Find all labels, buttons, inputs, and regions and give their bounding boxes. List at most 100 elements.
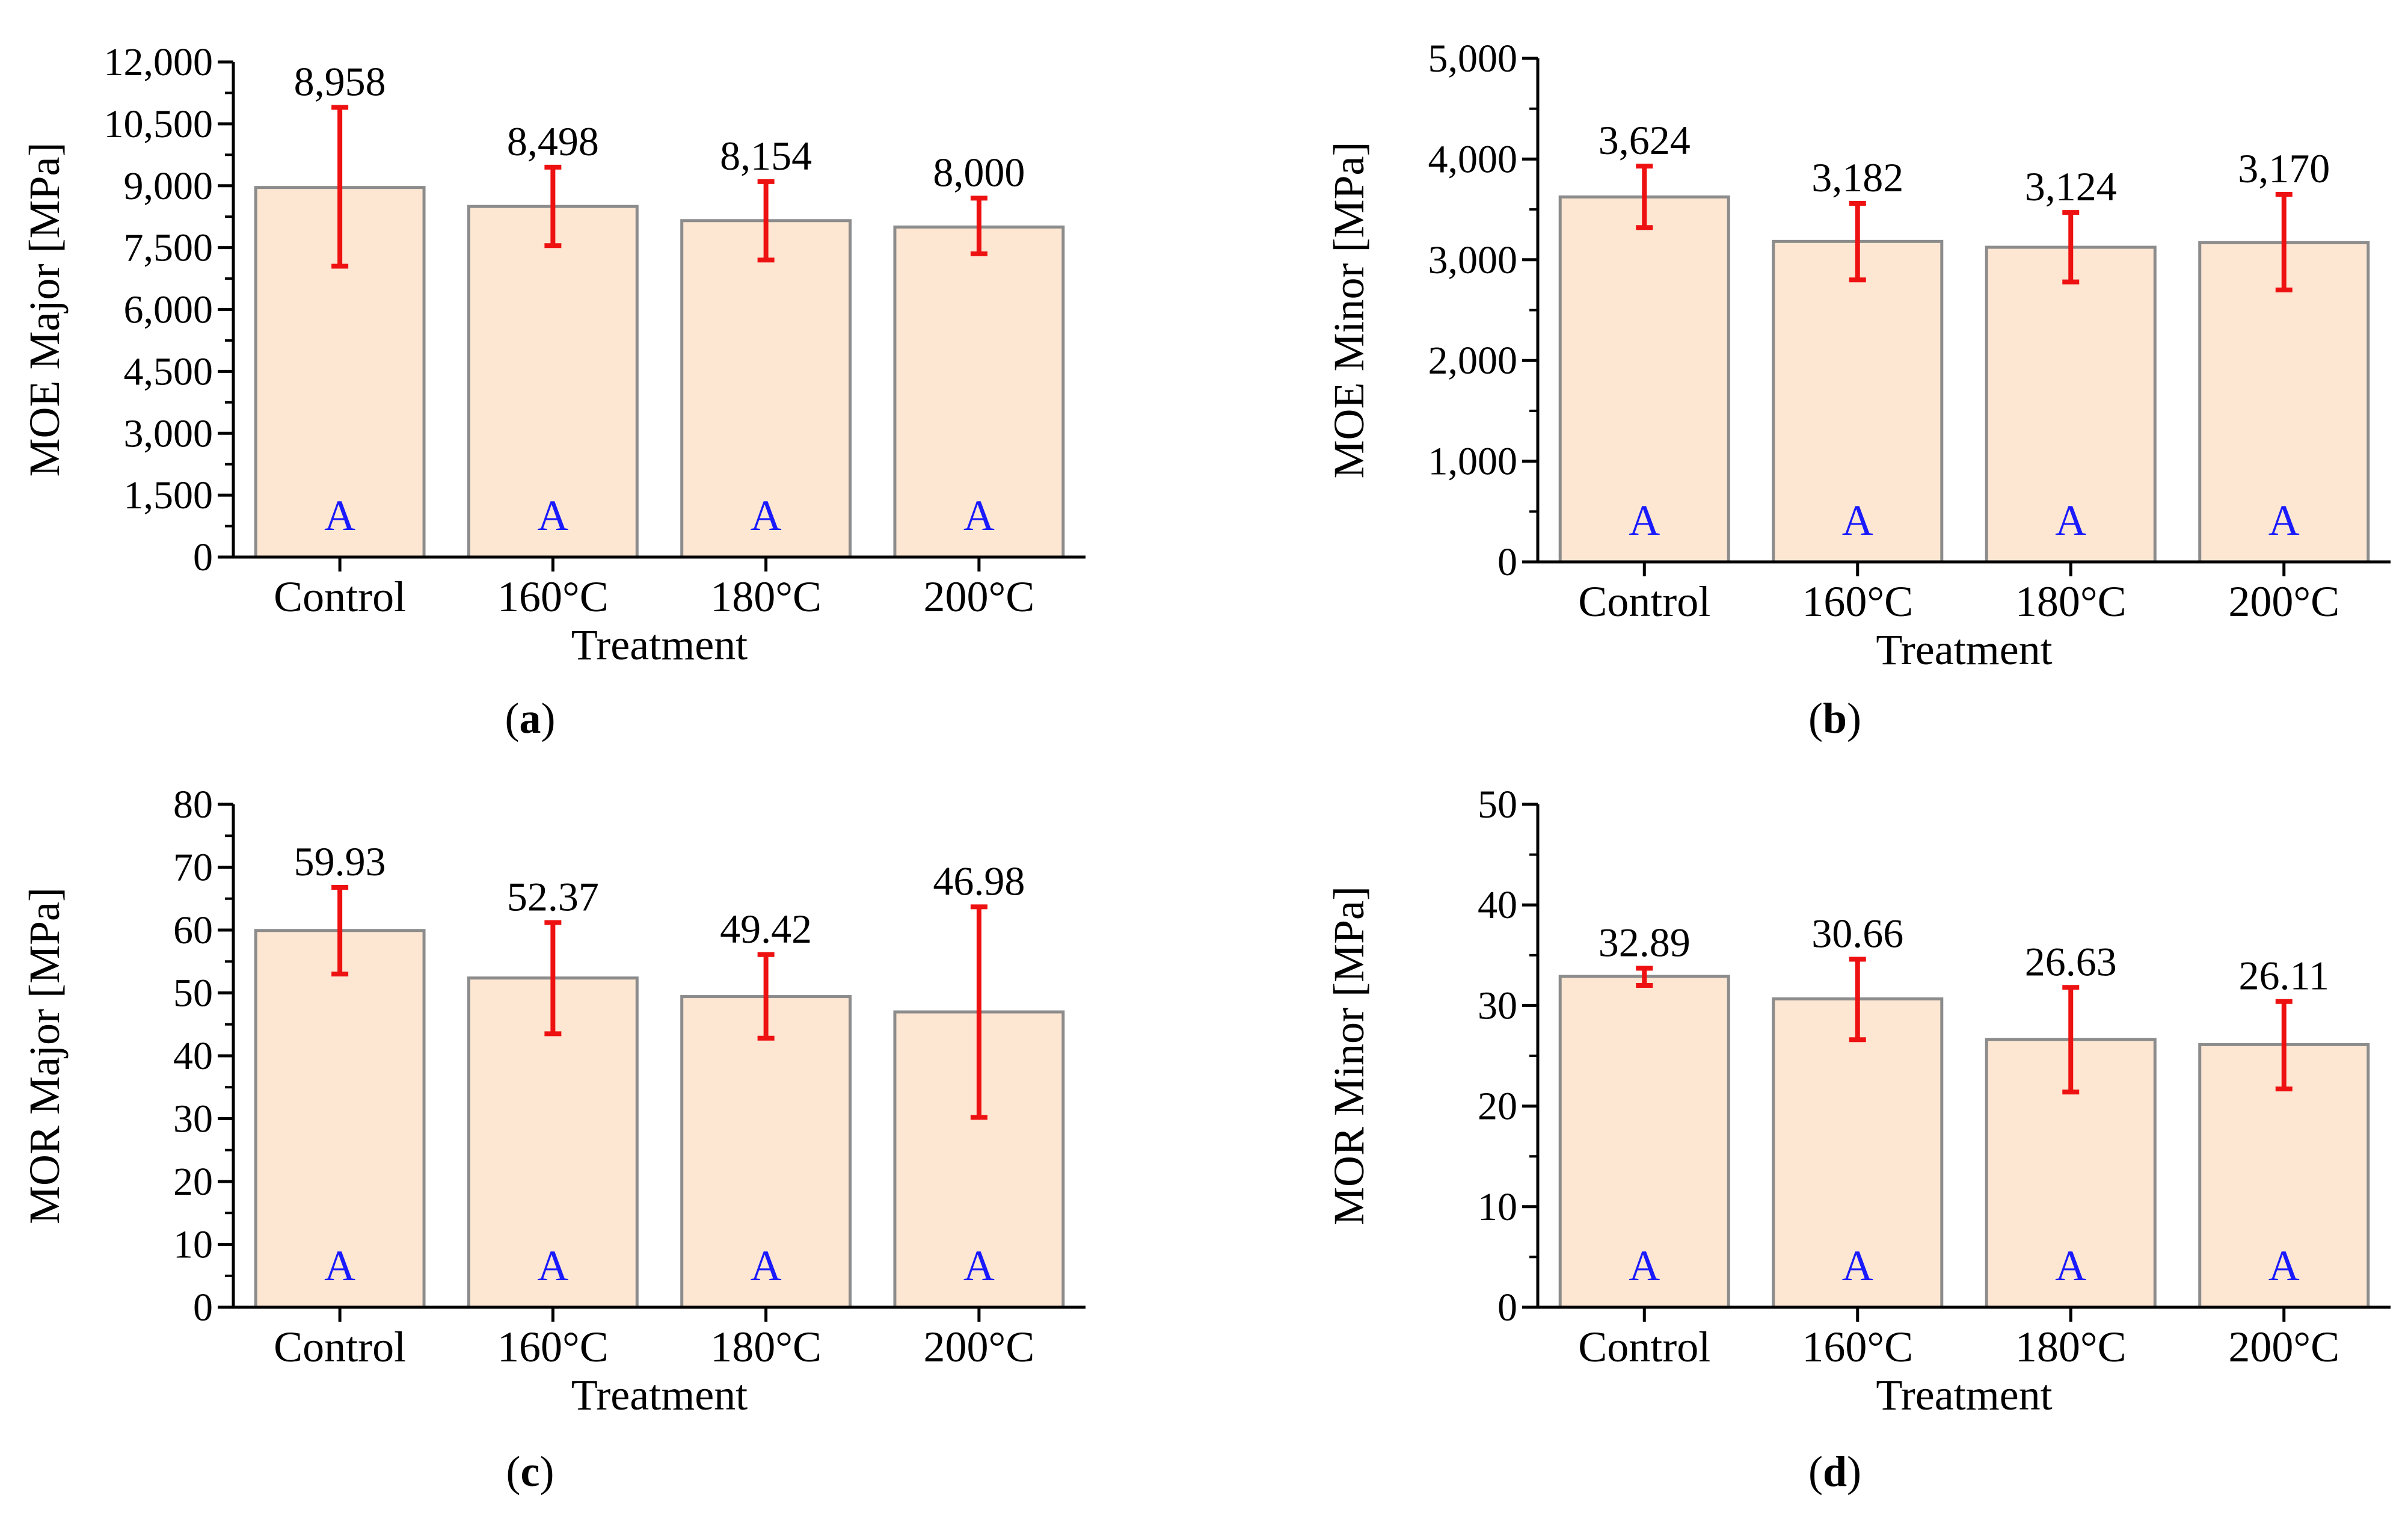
x-tick-label-c-3: 200°C [923, 1323, 1034, 1371]
panel-caption: (a) [505, 694, 556, 742]
error-bar-a-0 [331, 105, 349, 269]
error-bar-b-0 [1636, 164, 1653, 230]
bar-a-3 [893, 225, 1065, 559]
error-bar-d-0 [1636, 966, 1653, 988]
x-tick-label-d-1: 160°C [1802, 1323, 1913, 1371]
error-bar-d-1 [1849, 957, 1866, 1043]
x-tick-label-c-1: 160°C [497, 1323, 609, 1371]
group-letter-c-2: A [751, 1242, 782, 1290]
group-letter-b-2: A [2055, 496, 2086, 544]
y-tick-label: 4,500 [124, 350, 213, 393]
panel-caption: (d) [1808, 1447, 1861, 1496]
group-letter-a-1: A [537, 491, 568, 540]
group-letter-d-2: A [2055, 1242, 2086, 1290]
y-tick-label: 4,000 [1428, 137, 1518, 181]
bar-b-2 [1985, 245, 2157, 564]
bar-b-1 [1772, 239, 1944, 564]
x-tick-label-c-0: Control [274, 1323, 406, 1371]
y-tick-label: 80 [173, 783, 213, 827]
y-tick-label: 6,000 [124, 288, 213, 332]
x-tick-label-a-1: 160°C [497, 573, 609, 621]
y-tick-label: 1,500 [124, 473, 213, 517]
x-tick-label-b-2: 180°C [2015, 578, 2127, 626]
bar-c-2 [680, 995, 852, 1309]
value-label-c-0: 59.93 [294, 839, 386, 884]
group-letter-a-2: A [751, 491, 782, 540]
bar-d-0 [1558, 975, 1730, 1309]
y-tick-label: 30 [173, 1097, 213, 1141]
y-tick-label: 10 [173, 1223, 213, 1267]
y-tick-label: 20 [1478, 1085, 1517, 1129]
group-letter-a-3: A [963, 491, 995, 540]
y-tick-label: 1,000 [1428, 440, 1518, 484]
value-label-c-2: 49.42 [720, 906, 812, 952]
y-tick-label: 30 [1478, 984, 1517, 1028]
error-bar-b-1 [1849, 201, 1866, 283]
y-tick-label: 7,500 [124, 226, 213, 270]
y-axis-title: MOR Minor [MPa] [1325, 886, 1373, 1225]
y-tick-label: 50 [1478, 783, 1517, 827]
bar-b-3 [2198, 241, 2370, 564]
value-label-a-0: 8,958 [294, 58, 386, 104]
x-axis-title: Treatment [1876, 626, 2052, 674]
bar-d-1 [1772, 997, 1944, 1309]
group-letter-d-3: A [2268, 1242, 2300, 1290]
error-bar-a-2 [757, 179, 775, 263]
x-tick-label-a-0: Control [274, 573, 406, 621]
error-bar-b-2 [2062, 210, 2080, 285]
y-axis-title: MOR Major [MPa] [20, 887, 69, 1224]
group-letter-d-0: A [1629, 1242, 1660, 1290]
x-axis-title: Treatment [571, 621, 748, 669]
group-letter-b-0: A [1629, 496, 1660, 544]
bar-a-1 [467, 205, 639, 559]
error-bar-c-3 [970, 904, 987, 1120]
y-tick-label: 0 [1497, 540, 1517, 584]
value-label-b-3: 3,170 [2238, 146, 2330, 191]
error-bar-c-2 [757, 952, 775, 1041]
y-tick-label: 40 [173, 1034, 213, 1078]
y-axis-title: MOE Major [MPa] [20, 143, 69, 477]
value-label-a-2: 8,154 [720, 133, 812, 179]
value-label-b-1: 3,182 [1811, 155, 1903, 200]
x-tick-label-c-2: 180°C [710, 1323, 822, 1371]
chart-panel-d: 32.89 30.66 26.63 26.11 A A A A 0 10 20 30 40 50 Contr… [1325, 783, 2391, 1496]
y-tick-label: 10,500 [104, 102, 213, 146]
x-tick-label-d-3: 200°C [2228, 1323, 2339, 1371]
group-letter-a-0: A [324, 491, 355, 540]
group-letter-c-0: A [324, 1242, 355, 1290]
value-label-c-3: 46.98 [933, 858, 1025, 904]
value-label-d-1: 30.66 [1811, 910, 1903, 956]
chart-panel-a: 8,958 8,498 8,154 8,000 A A A A 0 1,500 3,000 4,500… [20, 40, 1086, 742]
y-tick-label: 0 [193, 1286, 213, 1330]
y-tick-label: 10 [1478, 1185, 1517, 1229]
y-tick-label: 40 [1478, 883, 1517, 927]
error-bar-a-3 [970, 196, 987, 256]
value-label-c-1: 52.37 [507, 874, 599, 919]
error-bar-c-0 [331, 884, 349, 977]
y-tick-label: 5,000 [1428, 37, 1518, 81]
group-letter-c-3: A [963, 1242, 995, 1290]
y-tick-label: 3,000 [1428, 238, 1518, 282]
x-tick-label-b-3: 200°C [2228, 578, 2339, 626]
x-axis-title: Treatment [1876, 1371, 2052, 1419]
chart-panel-b: 3,624 3,182 3,124 3,170 A A A A 0 1,000 2,000 3,000… [1325, 37, 2391, 742]
value-label-a-3: 8,000 [933, 149, 1025, 195]
y-tick-label: 9,000 [124, 164, 213, 208]
error-bar-d-2 [2062, 985, 2080, 1095]
x-tick-label-d-0: Control [1578, 1323, 1710, 1371]
y-tick-label: 3,000 [124, 411, 213, 455]
x-tick-label-b-1: 160°C [1802, 578, 1913, 626]
x-tick-label-d-2: 180°C [2015, 1323, 2127, 1371]
value-label-d-0: 32.89 [1599, 920, 1691, 966]
x-tick-label-b-0: Control [1578, 578, 1710, 626]
panel-caption: (c) [506, 1447, 554, 1496]
error-bar-d-3 [2275, 999, 2293, 1092]
panel-caption: (b) [1808, 694, 1861, 742]
error-bar-a-1 [544, 164, 562, 248]
value-label-b-0: 3,624 [1599, 117, 1691, 163]
value-label-d-3: 26.11 [2239, 953, 2329, 999]
y-tick-label: 20 [173, 1160, 213, 1204]
x-axis-title: Treatment [571, 1371, 748, 1419]
y-tick-label: 50 [173, 972, 213, 1015]
